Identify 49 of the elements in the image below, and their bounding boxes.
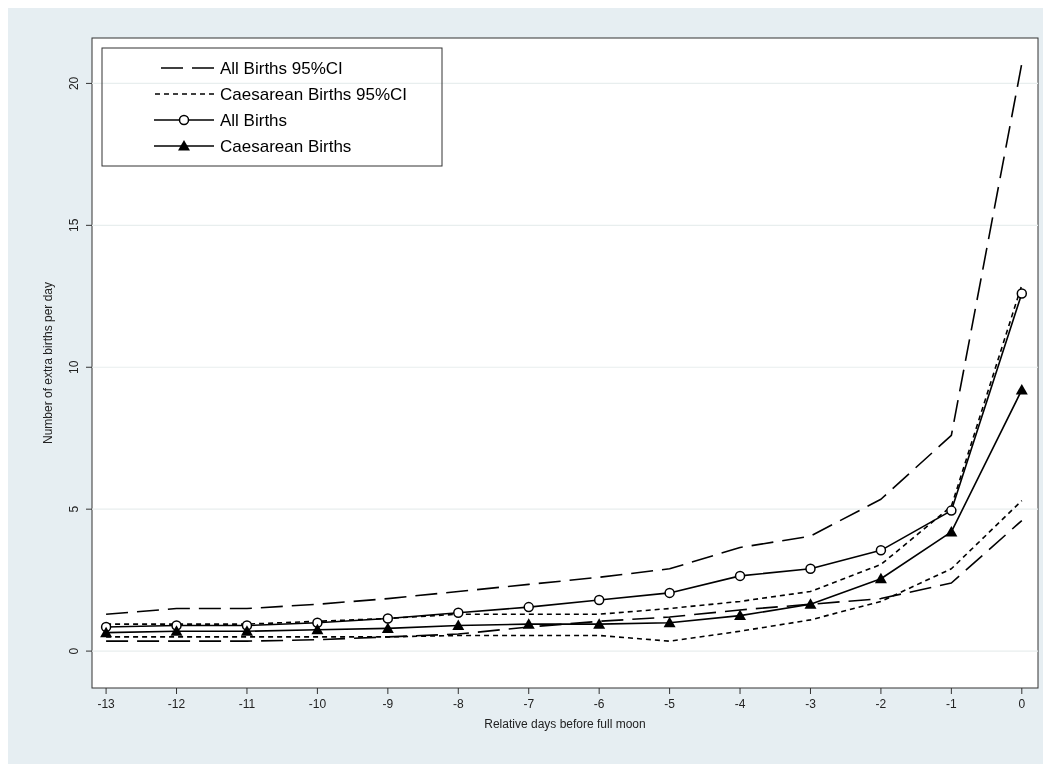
point xyxy=(734,570,746,582)
legend-label: All Births 95%CI xyxy=(220,59,343,78)
x-tick-label: -4 xyxy=(734,697,746,711)
x-tick-label: -3 xyxy=(805,697,817,711)
x-tick-label: -12 xyxy=(167,697,186,711)
x-tick-label: -8 xyxy=(452,697,464,711)
point xyxy=(663,616,676,628)
x-axis-title: Relative days before full moon xyxy=(484,717,646,731)
x-tick-label: -2 xyxy=(875,697,887,711)
legend-label: Caesarean Births xyxy=(220,137,352,156)
point xyxy=(1015,383,1028,395)
y-tick-label: 0 xyxy=(67,647,81,655)
x-tick-label: -11 xyxy=(238,697,256,711)
x-tick-label: -13 xyxy=(97,697,116,711)
line-series xyxy=(105,62,1023,615)
point xyxy=(382,613,394,624)
point xyxy=(593,594,605,606)
point xyxy=(381,622,394,633)
x-tick-label: -9 xyxy=(382,697,394,711)
y-tick-label: 15 xyxy=(67,218,81,233)
point xyxy=(452,619,465,631)
point xyxy=(523,601,534,613)
point xyxy=(100,626,113,638)
point xyxy=(874,572,887,584)
point xyxy=(170,625,183,636)
point xyxy=(593,618,606,629)
point xyxy=(240,625,253,636)
x-tick-label: -7 xyxy=(523,697,535,711)
legend-label: All Births xyxy=(220,111,288,130)
point xyxy=(522,618,535,629)
point xyxy=(805,563,816,575)
point xyxy=(453,607,464,619)
x-tick-label: -5 xyxy=(664,697,676,711)
point xyxy=(875,545,887,556)
x-tick-label: -1 xyxy=(946,697,958,711)
y-tick-label: 5 xyxy=(67,505,81,513)
y-tick-label: 10 xyxy=(67,360,81,374)
y-tick-label: 20 xyxy=(67,76,81,91)
x-tick-label: -6 xyxy=(593,697,605,711)
point xyxy=(946,505,957,516)
point xyxy=(664,587,675,599)
point xyxy=(734,609,747,621)
point xyxy=(945,525,958,537)
y-axis-title: Number of extra births per day xyxy=(41,281,55,445)
legend-label: Caesarean Births 95%CI xyxy=(220,85,408,104)
x-tick-label: -10 xyxy=(308,697,327,711)
x-tick-label: 0 xyxy=(1018,697,1026,711)
point xyxy=(1016,288,1028,299)
point xyxy=(311,623,324,635)
